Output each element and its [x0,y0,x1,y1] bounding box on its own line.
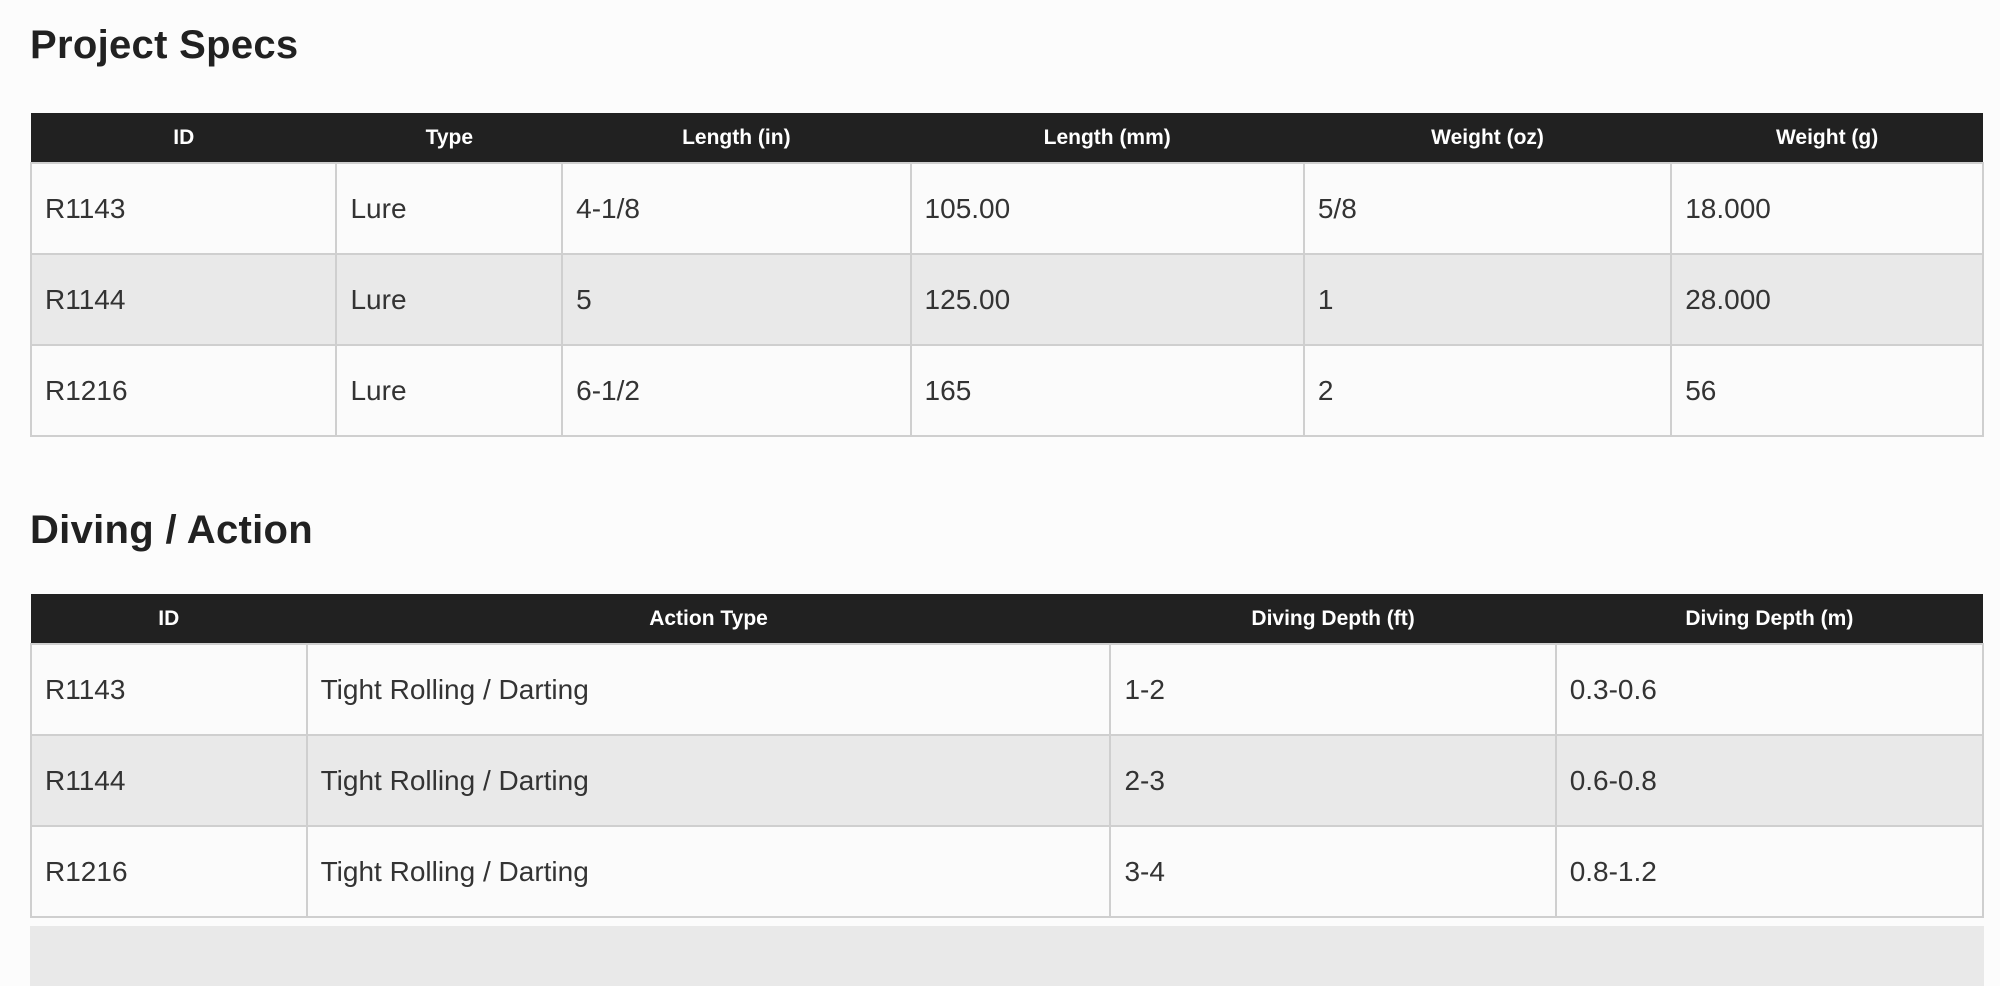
section-title: Diving / Action [30,508,314,552]
column-header: ID [31,594,307,644]
column-header: Length (mm) [910,113,1304,163]
column-header: Action Type [306,594,1111,644]
table-cell: 4-1/8 [561,162,912,255]
table-cell: Tight Rolling / Darting [305,825,1112,918]
table-cell: 0.3-0.6 [1554,643,1985,736]
table-cell: 0.6-0.8 [1554,734,1985,827]
table-row: R1144 Lure 5 125.00 1 28.000 [29,253,1984,346]
cutoff-next-row [30,926,1984,986]
column-header: ID [31,113,337,163]
page-title: Project Specs [30,23,299,67]
table-cell: 125.00 [909,253,1305,346]
table-cell: 1-2 [1109,643,1557,736]
table-cell: R1216 [30,825,308,918]
table-cell: R1143 [29,162,338,255]
table-cell: R1143 [30,643,308,736]
table-cell: Lure [335,344,564,437]
section-project-specs: Project Specs ID Type Length (in) Length (m… [29,22,1984,437]
table-cell: 18.000 [1670,162,1984,255]
table-cell: 0.8-1.2 [1554,825,1985,918]
header-row: ID Action Type Diving Depth (ft) Diving Dep… [31,594,1983,644]
column-header: Diving Depth (ft) [1110,594,1556,644]
table-cell: 105.00 [909,162,1305,255]
column-header: Weight (oz) [1303,113,1672,163]
column-header: Diving Depth (m) [1555,594,1983,644]
table-cell: 2 [1302,344,1673,437]
table-cell: R1216 [29,344,338,437]
table-cell: 28.000 [1670,253,1984,346]
table-cell: 3-4 [1109,825,1557,918]
table-cell: Lure [335,162,564,255]
table-row: R1143 Tight Rolling / Darting 1-2 0.3-0.6 [30,643,1985,736]
table-row: R1216 Tight Rolling / Darting 3-4 0.8-1.2 [30,825,1985,918]
table-cell: R1144 [29,253,338,346]
table-cell: R1144 [30,734,308,827]
section-diving-action: Diving / Action ID Action Type Diving Dept… [30,507,1985,918]
table-cell: 5 [561,253,912,346]
column-header: Weight (g) [1671,113,1983,163]
table-cell: 2-3 [1109,734,1557,827]
column-header: Type [336,113,563,163]
column-header: Length (in) [562,113,911,163]
table-row: R1144 Tight Rolling / Darting 2-3 0.6-0.8 [30,734,1985,827]
table-cell: 165 [909,344,1305,437]
table-cell: 1 [1302,253,1673,346]
table-cell: Tight Rolling / Darting [305,643,1112,736]
header-row: ID Type Length (in) Length (mm) Weight (oz) W… [31,113,1983,163]
table-cell: 6-1/2 [561,344,912,437]
table-row: R1216 Lure 6-1/2 165 2 56 [29,344,1984,437]
table-cell: 56 [1670,344,1984,437]
table-cell: 5/8 [1302,162,1673,255]
table-cell: Lure [335,253,564,346]
table-row: R1143 Lure 4-1/8 105.00 5/8 18.000 [29,162,1984,255]
table-cell: Tight Rolling / Darting [305,734,1112,827]
diving-action-table: ID Action Type Diving Depth (ft) Diving Dep… [30,594,1985,918]
project-specs-table: ID Type Length (in) Length (mm) Weight (oz) W… [29,113,1984,437]
